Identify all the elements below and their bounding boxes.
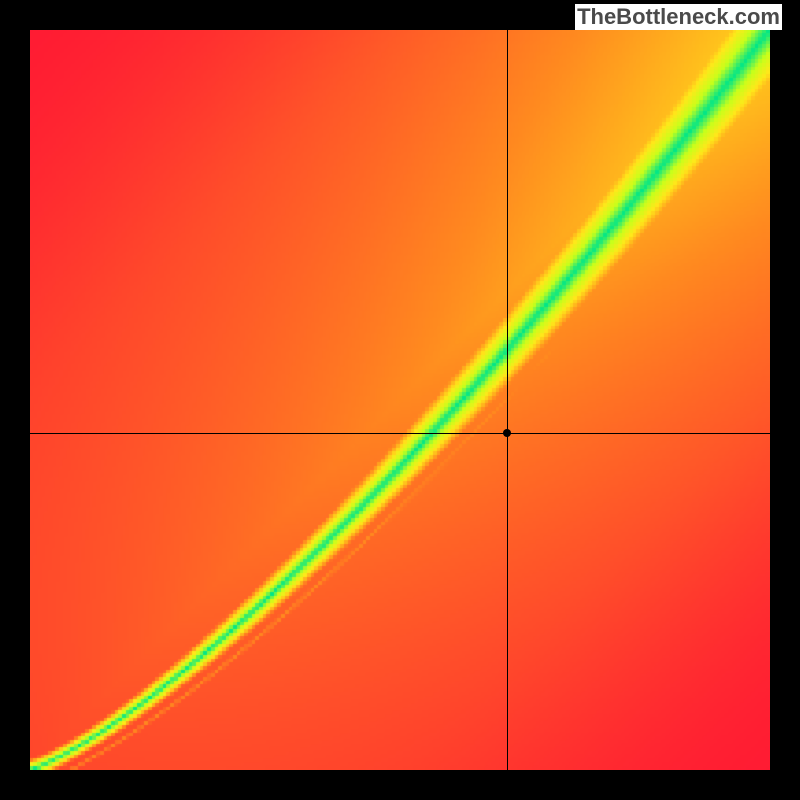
crosshair-horizontal [30, 433, 770, 434]
bottleneck-heatmap [30, 30, 770, 770]
crosshair-vertical [507, 30, 508, 770]
plot-area [30, 30, 770, 770]
crosshair-marker [503, 429, 511, 437]
figure-root: TheBottleneck.com [0, 0, 800, 800]
attribution-text: TheBottleneck.com [575, 4, 782, 30]
